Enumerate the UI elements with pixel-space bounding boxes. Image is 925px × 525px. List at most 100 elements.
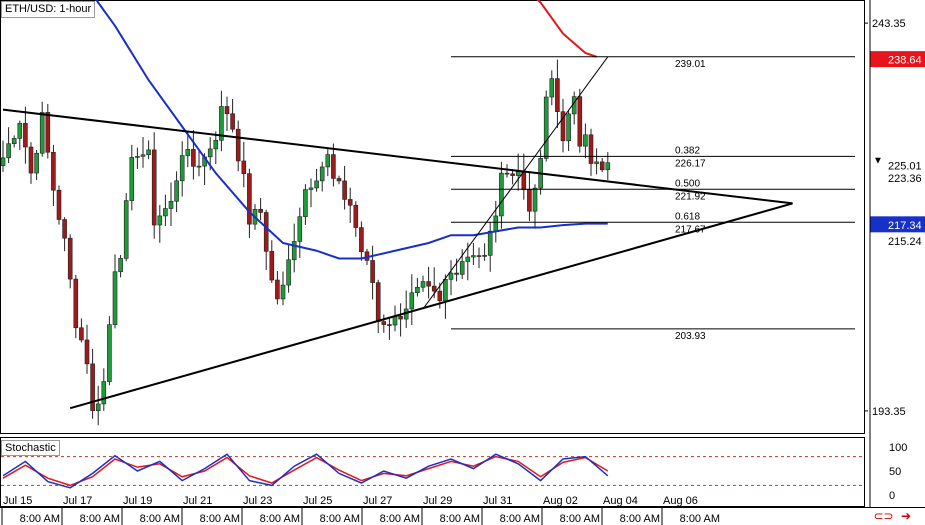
candle: [566, 110, 571, 152]
candle: [219, 90, 224, 152]
candles: [0, 59, 611, 426]
candle: [297, 207, 303, 258]
price-badge: 225.01 ▼: [870, 155, 925, 173]
candle: [39, 101, 45, 157]
link-icon[interactable]: ⊂⊃: [873, 509, 894, 523]
candle: [555, 59, 560, 128]
candle: [263, 209, 269, 271]
candle: [549, 70, 555, 106]
candle: [448, 260, 454, 296]
candle: [224, 96, 230, 132]
candle: [258, 197, 263, 221]
date-tick-label: Jul 31: [483, 495, 512, 507]
stochastic-tick-label: 50: [889, 466, 901, 478]
time-tick-label: 8:00 AM: [560, 513, 600, 525]
time-tick-label: 8:00 AM: [440, 513, 480, 525]
candle: [79, 318, 84, 343]
price-badge-label: 215.24: [888, 236, 922, 248]
candle: [11, 135, 17, 148]
candle: [280, 271, 286, 306]
candle: [560, 98, 566, 153]
date-tick-label: Jul 23: [243, 495, 272, 507]
candle: [392, 305, 398, 332]
price-badge: 215.24: [870, 232, 925, 249]
candle: [291, 223, 297, 273]
stochastic-tick-label: 0: [889, 490, 895, 502]
moving-average-fast: [95, 0, 608, 260]
candle: [235, 120, 241, 172]
candle: [123, 193, 129, 262]
price-badge-label: 223.36: [888, 173, 922, 185]
candle: [588, 128, 594, 176]
candle: [112, 254, 118, 329]
candle: [331, 143, 336, 187]
candle: [487, 222, 493, 272]
candle: [381, 314, 387, 333]
triangle-upper: [2, 108, 793, 205]
time-tick-label: 8:00 AM: [500, 513, 540, 525]
candle: [28, 142, 34, 184]
candle: [426, 266, 431, 299]
candle: [415, 277, 420, 297]
candle: [314, 168, 319, 192]
time-tick-label: 8:00 AM: [380, 513, 420, 525]
candle: [571, 91, 577, 125]
candle: [168, 182, 174, 226]
stochastic-axis: 100 50 0: [889, 442, 907, 502]
candle: [269, 240, 275, 283]
candle: [191, 130, 196, 180]
candle: [241, 141, 247, 188]
price-axis: 243.35 193.35: [864, 0, 906, 507]
candle: [151, 132, 157, 239]
candle: [527, 172, 532, 222]
candle: [67, 234, 73, 289]
stochastic-k-line: [2, 453, 609, 489]
candle: [594, 148, 599, 175]
candle: [135, 147, 140, 169]
candle: [375, 279, 381, 334]
candle: [403, 290, 409, 328]
indicator-lines: [2, 0, 793, 410]
date-tick-label: Aug 06: [663, 495, 698, 507]
candle: [286, 244, 291, 293]
main-panel-frame: [0, 0, 865, 434]
date-tick-label: Jul 17: [63, 495, 92, 507]
date-tick-label: Aug 04: [603, 495, 638, 507]
arrow-right-icon[interactable]: ➔: [900, 509, 911, 523]
date-tick-label: Aug 02: [543, 495, 578, 507]
candle: [185, 131, 191, 168]
candle: [342, 165, 347, 210]
candle: [45, 104, 51, 159]
candle: [583, 123, 588, 159]
candle: [62, 217, 67, 252]
candle: [359, 221, 364, 261]
time-tick-label: 8:00 AM: [680, 513, 720, 525]
candle: [465, 242, 471, 281]
time-tick-label: 8:00 AM: [140, 513, 180, 525]
candle: [163, 194, 168, 227]
candle: [398, 303, 403, 337]
price-tick-label: 193.35: [872, 406, 906, 418]
fib-low-label: 203.93: [675, 331, 706, 342]
candle: [504, 164, 510, 178]
candle: [336, 175, 342, 185]
candle: [140, 136, 146, 168]
price-tick-label: 243.35: [872, 18, 906, 30]
time-tick-label: 8:00 AM: [80, 513, 120, 525]
fibonacci-retracement[interactable]: 239.01 203.93 0.382 226.17 0.500 221.92 0.618 2…: [451, 56, 855, 342]
candle: [510, 169, 515, 185]
candle: [73, 274, 79, 339]
fib-price-label: 226.17: [675, 158, 706, 169]
candle: [543, 90, 549, 162]
time-tick-label: 8:00 AM: [200, 513, 240, 525]
time-tick-label: 8:00 AM: [620, 513, 660, 525]
candle: [347, 187, 353, 223]
date-tick-label: Jul 15: [3, 495, 32, 507]
candle: [476, 247, 482, 269]
candle: [420, 275, 426, 292]
triangle-lower: [69, 202, 793, 410]
candle: [101, 368, 107, 411]
candle: [213, 131, 219, 165]
